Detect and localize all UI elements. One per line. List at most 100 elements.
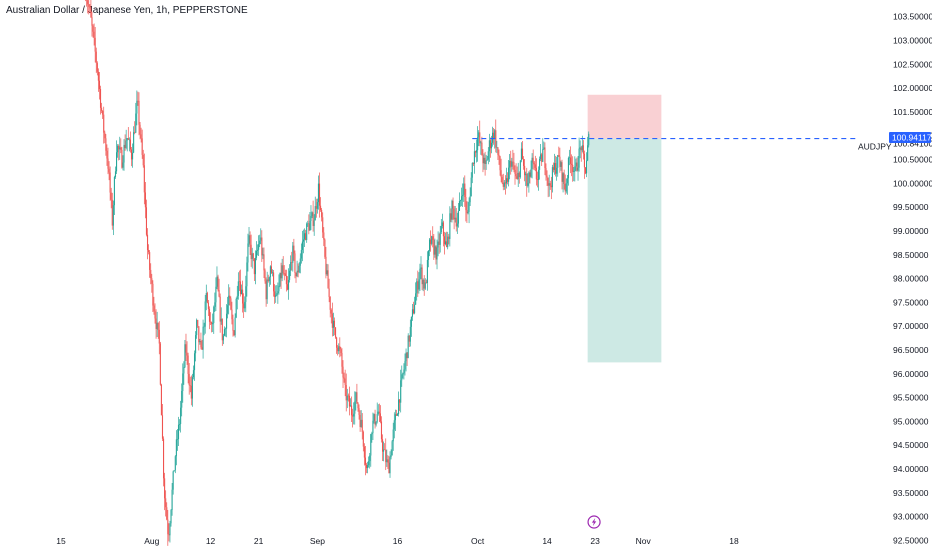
candle [228,284,230,315]
candle [354,391,356,425]
candle [586,152,588,178]
candle [536,171,538,188]
candle [258,235,260,256]
candle [252,252,254,262]
candle [232,314,234,337]
candle [568,149,571,166]
candle [464,175,466,207]
candle [442,220,444,247]
candle [582,140,584,160]
candle [470,172,472,197]
candle [403,363,405,380]
time-axis[interactable]: 15 Aug 12 21 Sep 16 Oct 14 23 Nov 18 [56,536,739,546]
candle [182,363,184,403]
candle [240,284,243,295]
candle [257,244,259,256]
candle [338,343,340,355]
candle [270,260,272,275]
candle [528,171,530,193]
candle [207,299,209,316]
candle [198,326,200,351]
take-profit-zone[interactable] [587,138,662,363]
candle [583,150,585,179]
candle [411,304,414,321]
candle [459,199,462,207]
candle [547,177,549,198]
price-tick-label: 95.50000 [893,393,929,403]
candle [150,263,152,285]
candle [143,153,145,205]
candle [466,201,468,223]
time-tick-label: 23 [590,536,600,546]
candle [238,270,240,291]
stop-loss-zone[interactable] [587,94,662,139]
candle [220,307,222,325]
candle [359,410,361,432]
candle [169,520,171,543]
candle [365,462,368,474]
position-zones [587,94,662,363]
candle [205,284,207,311]
candle [315,198,317,218]
price-tick-label: 92.50000 [893,535,929,545]
candle [564,174,566,195]
candle [212,313,214,333]
candle [239,269,242,297]
candle [428,237,431,257]
candle [546,170,548,186]
candle [244,296,246,312]
candle [120,138,122,154]
candle [197,319,199,328]
candle [484,151,486,176]
candle [296,260,298,278]
candle [268,276,270,287]
candle [346,388,348,409]
candle [570,146,572,174]
candle [285,269,287,292]
candle [243,293,245,318]
price-axis[interactable]: 103.50000 103.00000 102.50000 102.00000 101.… [889,12,932,546]
candle [396,412,399,416]
candle [542,138,544,163]
candle [263,247,265,278]
candle [176,428,178,451]
candle [489,137,491,158]
candle [152,280,154,312]
candle [462,183,464,207]
candle [571,154,573,177]
candle [521,141,524,160]
candle [461,187,463,207]
candle [248,227,250,247]
candle [406,352,408,367]
candle [161,404,164,442]
candle [379,405,381,424]
candle [438,233,440,254]
candle [434,238,436,258]
candle [108,161,110,181]
candle [500,158,502,183]
price-tick-label: 102.50000 [893,59,932,69]
candle [187,352,189,384]
candle [90,0,92,18]
candle [555,155,557,177]
candle [416,278,418,301]
price-tick-label: 98.50000 [893,250,929,260]
candle [483,153,485,170]
candle [577,156,579,181]
price-tick-label: 100.00000 [893,178,932,188]
candle [164,472,166,511]
candle [281,258,283,282]
candle [509,154,511,180]
candle [148,244,150,255]
price-tick-label: 98.00000 [893,274,929,284]
candle [520,142,522,163]
candle [339,337,341,358]
candle [88,0,90,15]
candle [117,144,119,158]
candle [217,274,219,292]
candle [259,234,261,248]
lightning-bolt-icon[interactable] [587,515,601,529]
candle [360,410,362,428]
candle [473,142,475,174]
